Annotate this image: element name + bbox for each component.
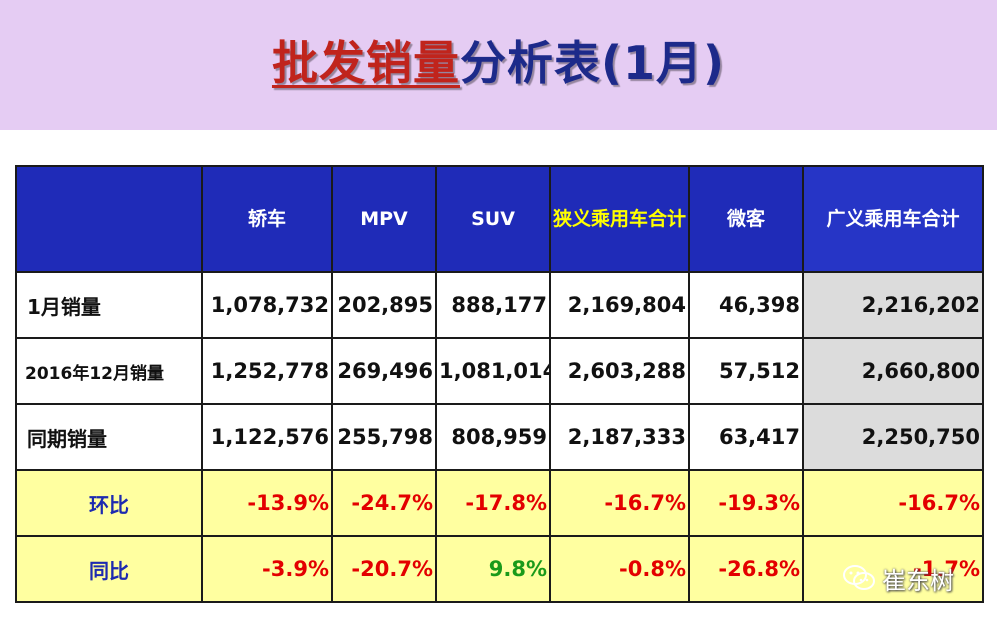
table-cell: -3.9% <box>201 535 333 603</box>
header-mpv: MPV <box>331 165 437 273</box>
table-row: 2016年12月销量 1,252,778 269,496 1,081,014 2… <box>15 337 984 405</box>
table-cell: -19.3% <box>688 469 804 537</box>
table-cell: 2,660,800 <box>802 337 984 405</box>
title-blue-part: 分析表(1月) <box>459 36 726 90</box>
table-cell: 202,895 <box>331 271 437 339</box>
header-suv: SUV <box>435 165 551 273</box>
row-label: 同期销量 <box>15 403 203 471</box>
table-cell: 2,250,750 <box>802 403 984 471</box>
table-cell: 2,603,288 <box>549 337 690 405</box>
table-cell: 9.8% <box>435 535 551 603</box>
table-row: 1月销量 1,078,732 202,895 888,177 2,169,804… <box>15 271 984 339</box>
table-cell: -17.8% <box>435 469 551 537</box>
header-minivan: 微客 <box>688 165 804 273</box>
table-cell: 2,169,804 <box>549 271 690 339</box>
watermark-text: 崔东树 <box>882 566 954 595</box>
wechat-icon <box>843 565 875 590</box>
table-cell: 2,216,202 <box>802 271 984 339</box>
table-cell: 808,959 <box>435 403 551 471</box>
table-cell: -16.7% <box>549 469 690 537</box>
table-cell: -16.7% <box>802 469 984 537</box>
page-title: 批发销量分析表(1月) <box>0 28 997 98</box>
table-row: 同比 -3.9% -20.7% 9.8% -0.8% -26.8% -1.7% <box>15 535 984 603</box>
table-cell: 255,798 <box>331 403 437 471</box>
header-sedan: 轿车 <box>201 165 333 273</box>
table-cell: 46,398 <box>688 271 804 339</box>
table-cell: -0.8% <box>549 535 690 603</box>
header-row: 轿车 MPV SUV 狭义乘用车合计 微客 广义乘用车合计 <box>15 165 984 273</box>
table-cell: 1,078,732 <box>201 271 333 339</box>
table-cell: 1,122,576 <box>201 403 333 471</box>
table-cell: 269,496 <box>331 337 437 405</box>
row-label: 2016年12月销量 <box>15 337 203 405</box>
table-cell: -26.8% <box>688 535 804 603</box>
table-row: 同期销量 1,122,576 255,798 808,959 2,187,333… <box>15 403 984 471</box>
title-red-part: 批发销量 <box>271 36 460 90</box>
header-broad-total: 广义乘用车合计 <box>802 165 984 273</box>
watermark: 崔东树 <box>842 560 954 596</box>
title-band <box>0 0 997 130</box>
table-cell: -20.7% <box>331 535 437 603</box>
sales-table: 轿车 MPV SUV 狭义乘用车合计 微客 广义乘用车合计 1月销量 1,078… <box>15 165 984 603</box>
table-cell: 888,177 <box>435 271 551 339</box>
table-cell: 1,081,014 <box>435 337 551 405</box>
header-corner <box>15 165 203 273</box>
table-cell: -24.7% <box>331 469 437 537</box>
table-cell: 63,417 <box>688 403 804 471</box>
table-row: 环比 -13.9% -24.7% -17.8% -16.7% -19.3% -1… <box>15 469 984 537</box>
table-cell: 1,252,778 <box>201 337 333 405</box>
table-cell: 57,512 <box>688 337 804 405</box>
row-label: 环比 <box>15 469 203 537</box>
table-cell: -13.9% <box>201 469 333 537</box>
table-cell: -1.7% <box>802 535 984 603</box>
table-cell: 2,187,333 <box>549 403 690 471</box>
header-narrow-total: 狭义乘用车合计 <box>549 165 690 273</box>
row-label: 1月销量 <box>15 271 203 339</box>
row-label: 同比 <box>15 535 203 603</box>
